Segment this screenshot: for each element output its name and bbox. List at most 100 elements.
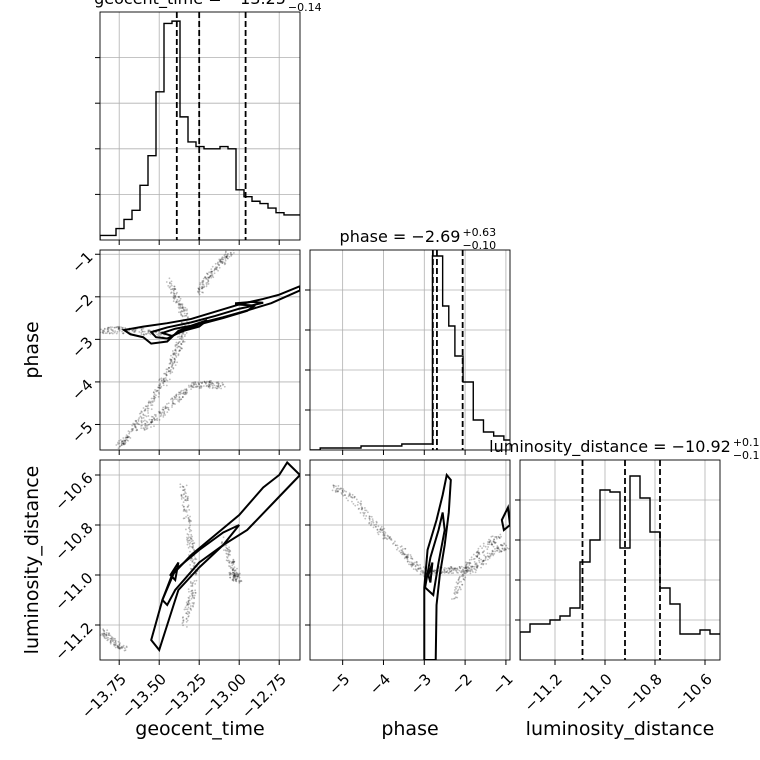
scatter-point: [209, 271, 212, 274]
scatter-point: [150, 421, 152, 424]
scatter-point: [231, 560, 234, 563]
scatter-point: [170, 358, 173, 361]
scatter-point: [167, 369, 170, 372]
scatter-point: [235, 574, 238, 577]
scatter-point: [133, 422, 136, 425]
scatter-point: [153, 396, 156, 399]
scatter-point: [124, 327, 127, 329]
scatter-point: [142, 333, 145, 335]
scatter-point: [231, 568, 234, 571]
scatter-point: [105, 332, 108, 335]
scatter-point: [478, 557, 481, 560]
scatter-point: [394, 540, 396, 543]
scatter-point: [154, 415, 157, 418]
scatter-point: [106, 328, 109, 331]
scatter-point: [491, 535, 494, 538]
scatter-point: [389, 538, 392, 541]
scatter-point: [183, 312, 186, 315]
scatter-point: [145, 428, 148, 430]
scatter-point: [172, 289, 175, 291]
scatter-point: [229, 253, 232, 256]
scatter-point: [492, 545, 495, 548]
scatter-point: [110, 329, 113, 331]
scatter-point: [205, 381, 208, 384]
scatter-point: [177, 391, 180, 394]
scatter-point: [103, 327, 106, 330]
scatter-point: [196, 385, 199, 388]
scatter-point: [232, 579, 235, 582]
scatter-point: [118, 445, 121, 448]
scatter-point: [187, 527, 190, 530]
scatter-point: [153, 395, 156, 398]
scatter-point: [187, 497, 189, 500]
scatter-point: [228, 255, 231, 258]
scatter-point: [342, 491, 344, 494]
scatter-point: [181, 337, 184, 339]
scatter-point: [458, 581, 461, 583]
scatter-point: [183, 508, 186, 511]
scatter-point: [175, 292, 178, 295]
scatter-point: [123, 443, 126, 445]
scatter-point: [382, 532, 385, 535]
scatter-point: [380, 529, 383, 532]
scatter-point: [112, 330, 115, 333]
scatter-point: [182, 517, 185, 520]
scatter-point: [494, 541, 497, 544]
scatter-point: [204, 276, 207, 278]
scatter-point: [182, 621, 185, 623]
scatter-point: [449, 566, 452, 568]
scatter-point: [476, 565, 479, 568]
scatter-point: [492, 554, 495, 557]
scatter-point: [491, 543, 494, 546]
scatter-point: [179, 305, 182, 307]
scatter-point: [458, 565, 461, 568]
scatter-point: [414, 565, 417, 568]
scatter-point: [186, 626, 188, 628]
scatter-point: [233, 572, 235, 575]
scatter-point: [186, 497, 189, 500]
scatter-point: [488, 557, 491, 559]
scatter-point: [356, 503, 359, 506]
panel-title: luminosity_distance = −10.92: [489, 437, 731, 457]
scatter-point: [178, 398, 181, 401]
scatter-point: [150, 426, 152, 428]
scatter-point: [359, 511, 362, 514]
scatter-point: [192, 562, 195, 564]
scatter-point: [118, 442, 121, 445]
scatter-point: [193, 594, 196, 597]
scatter-point: [401, 553, 403, 556]
scatter-point: [185, 621, 188, 623]
scatter-point: [233, 573, 236, 575]
scatter-point: [175, 393, 178, 396]
x-tick-label: −3: [407, 670, 435, 698]
scatter-point: [188, 590, 190, 593]
scatter-point: [222, 258, 224, 261]
scatter-point: [180, 307, 182, 310]
scatter-point: [230, 252, 232, 254]
scatter-point: [167, 409, 170, 411]
scatter-point: [140, 327, 143, 330]
scatter-point: [348, 494, 350, 496]
scatter-point: [463, 570, 466, 572]
scatter-point: [495, 549, 498, 552]
scatter-point: [115, 332, 118, 335]
scatter-point: [183, 310, 186, 312]
scatter-point: [381, 529, 384, 531]
scatter-point: [159, 334, 162, 336]
scatter-point: [178, 307, 181, 310]
scatter-point: [231, 579, 234, 581]
scatter-point: [186, 391, 188, 394]
scatter-point: [223, 263, 226, 266]
scatter-point: [152, 391, 155, 394]
scatter-point: [123, 649, 126, 652]
scatter-point: [190, 529, 193, 532]
scatter-point: [118, 328, 120, 330]
scatter-point: [453, 589, 456, 591]
scatter-point: [173, 357, 176, 360]
scatter-point: [122, 437, 125, 439]
scatter-point: [232, 559, 235, 562]
scatter-point: [465, 565, 468, 568]
scatter-point: [217, 381, 219, 384]
scatter-point: [220, 258, 223, 261]
scatter-point: [133, 328, 135, 331]
